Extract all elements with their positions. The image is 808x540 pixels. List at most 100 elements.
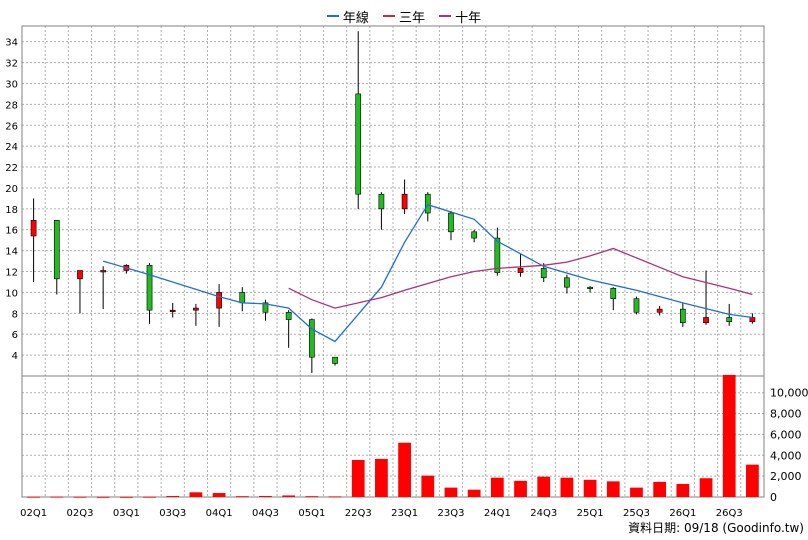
volume-bar	[606, 481, 620, 497]
volume-bar	[722, 374, 736, 497]
candle-body	[77, 270, 83, 280]
volume-bar	[235, 496, 249, 498]
volume-bar	[398, 442, 411, 497]
time-tick-label: 26Q3	[716, 508, 743, 519]
legend-swatch-annual	[326, 15, 339, 17]
candle-body	[193, 307, 199, 311]
time-tick-label: 05Q1	[298, 508, 325, 519]
volume-tick-label: 6,000	[770, 428, 802, 441]
candle-body	[656, 308, 663, 313]
candle-body	[355, 93, 362, 195]
volume-bar	[282, 495, 296, 497]
volume-bar	[746, 464, 759, 497]
candle	[193, 303, 199, 326]
time-tick-label: 23Q3	[437, 508, 464, 519]
volume-tick-label: 8,000	[770, 408, 802, 421]
price-tick-label: 30	[5, 79, 18, 90]
candle-body	[53, 220, 60, 280]
candle	[378, 192, 385, 230]
volume-bar	[583, 479, 597, 497]
time-tick-label: 24Q1	[484, 508, 511, 519]
candle-body	[216, 292, 222, 309]
candle-body	[239, 292, 246, 304]
candle	[355, 31, 362, 209]
candle	[262, 299, 269, 321]
candle-body	[749, 317, 756, 322]
time-tick-label: 26Q1	[669, 508, 696, 519]
price-tick-label: 32	[5, 59, 18, 70]
candle-body	[540, 268, 547, 279]
candle-body	[332, 356, 338, 364]
candle-body	[30, 220, 37, 237]
legend-label-annual: 年線	[342, 10, 369, 26]
volume-tick-label: 0	[770, 491, 777, 504]
time-tick-label: 03Q1	[113, 508, 140, 519]
candle	[448, 210, 454, 241]
candle	[679, 302, 686, 327]
candle	[77, 270, 83, 314]
candle	[564, 274, 570, 294]
candle-body	[471, 231, 478, 239]
candle-body	[448, 212, 454, 233]
time-tick-label: 04Q3	[252, 508, 279, 519]
price-tick-label: 10	[5, 288, 18, 299]
time-tick-label: 25Q1	[577, 508, 604, 519]
candle	[749, 313, 756, 324]
volume-bars	[27, 374, 759, 498]
candle	[610, 287, 617, 311]
volume-bar	[560, 477, 574, 497]
price-tick-label: 14	[5, 247, 18, 258]
price-tick-label: 26	[5, 121, 18, 132]
time-tick-label: 03Q3	[159, 508, 186, 519]
volume-tick-label: 2,000	[770, 470, 802, 483]
legend-label-ten-year: 十年	[455, 10, 482, 26]
candle-body	[564, 277, 570, 288]
time-tick-label: 23Q1	[391, 508, 418, 519]
legend-item-three-year: 三年	[382, 7, 425, 26]
candle	[216, 284, 222, 327]
volume-bar	[351, 459, 365, 497]
time-tick-label: 22Q3	[345, 508, 372, 519]
volume-bar	[212, 493, 226, 497]
candlesticks	[30, 31, 756, 373]
price-tick-label: 18	[5, 205, 18, 216]
volume-bar	[50, 496, 64, 498]
candle-body	[169, 309, 176, 312]
volume-bar	[73, 496, 87, 498]
candle	[401, 179, 408, 215]
candle-body	[587, 286, 593, 289]
price-tick-label: 6	[12, 330, 18, 341]
candle-body	[517, 268, 524, 273]
volume-bar	[143, 496, 156, 498]
candle-body	[703, 317, 709, 324]
legend: 年線 三年 十年	[0, 6, 808, 26]
time-tick-label: 24Q3	[530, 508, 557, 519]
plot-frame	[21, 25, 765, 498]
volume-bar	[305, 496, 319, 498]
candle-body	[679, 308, 686, 324]
moving-average-lines	[103, 203, 753, 343]
volume-tick-label: 10,000	[770, 387, 808, 400]
price-tick-label: 20	[5, 184, 18, 195]
price-tick-label: 16	[5, 226, 18, 237]
candle	[424, 192, 431, 222]
candle-body	[378, 193, 385, 210]
time-tick-label: 04Q1	[206, 508, 233, 519]
volume-bar	[328, 496, 342, 498]
time-tick-label: 02Q3	[66, 508, 93, 519]
volume-bar	[514, 480, 527, 497]
volume-bar	[189, 492, 203, 497]
candle	[239, 287, 246, 312]
candle	[146, 263, 153, 324]
grid-lines	[21, 26, 764, 498]
candle	[517, 253, 524, 277]
candle-body	[146, 264, 153, 311]
candle	[471, 229, 478, 243]
candle	[169, 302, 176, 318]
candle	[494, 227, 501, 276]
legend-label-three-year: 三年	[398, 10, 425, 26]
time-tick-label: 02Q1	[20, 508, 47, 519]
candle	[30, 198, 37, 282]
volume-bar	[27, 496, 40, 498]
